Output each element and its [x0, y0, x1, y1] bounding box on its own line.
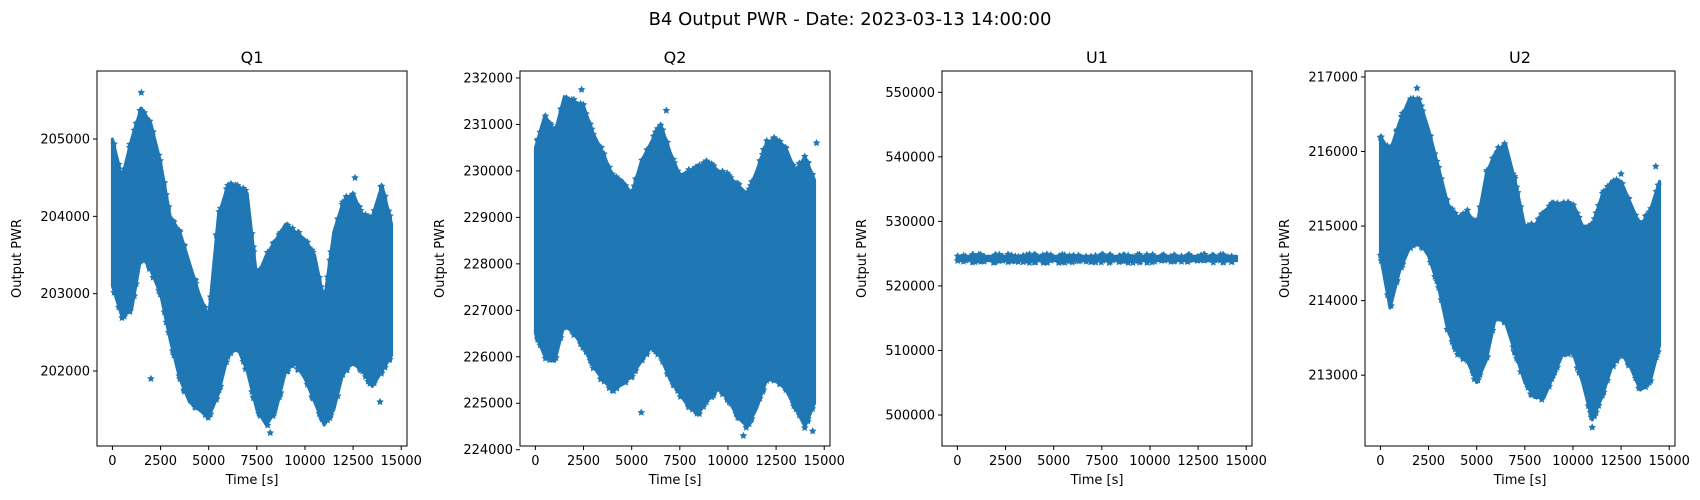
- x-tick-label: 0: [953, 454, 961, 469]
- x-tick-label: 12500: [332, 454, 373, 469]
- y-tick-label: 230000: [463, 164, 513, 179]
- data-point-outlier: [1588, 423, 1597, 431]
- data-point-outlier: [1413, 84, 1421, 92]
- data-point-outlier: [739, 431, 748, 440]
- data-point-outlier: [137, 88, 146, 96]
- y-tick-label: 224000: [463, 443, 513, 458]
- series-0: [110, 88, 394, 437]
- panel-title: Q1: [241, 48, 264, 67]
- series-0: [533, 85, 821, 440]
- x-tick-label: 0: [531, 454, 539, 469]
- y-tick-label: 214000: [1308, 294, 1358, 309]
- y-tick-label: 550000: [885, 86, 935, 101]
- y-axis-label: Output PWR: [1278, 219, 1293, 298]
- series-0: [1376, 84, 1663, 431]
- data-point-outlier: [147, 374, 155, 382]
- axes-frame: [519, 70, 831, 447]
- y-tick-label: 215000: [1308, 220, 1358, 235]
- y-tick-label: 205000: [40, 133, 90, 148]
- y-tick-label: 217000: [1308, 70, 1358, 85]
- y-axis-label: Output PWR: [433, 219, 448, 298]
- x-tick-label: 10000: [284, 454, 325, 469]
- y-tick-label: 226000: [463, 350, 513, 365]
- data-point: [800, 423, 809, 432]
- x-tick-label: 15000: [804, 454, 845, 469]
- data-point-outlier: [808, 427, 817, 435]
- x-tick-label: 7500: [240, 454, 273, 469]
- x-axis-label: Time [s]: [1070, 473, 1124, 488]
- figure-suptitle: B4 Output PWR - Date: 2023-03-13 14:00:0…: [649, 9, 1052, 30]
- x-axis-label: Time [s]: [648, 473, 702, 488]
- x-tick-label: 0: [108, 454, 116, 469]
- chart-panel-u2: U2 0 2500 5000 7500 10000 12500 15000 213000 2140…: [1278, 48, 1690, 488]
- y-tick-label: 203000: [40, 287, 90, 302]
- x-tick-label: 5000: [192, 454, 225, 469]
- data-point-outlier: [577, 85, 586, 93]
- x-tick-label: 2500: [567, 454, 600, 469]
- x-tick-label: 12500: [1600, 454, 1641, 469]
- chart-panel-u1: U1 0 2500 5000 7500 10000 12500 15000 500000 5100…: [855, 48, 1267, 488]
- axes-frame: [96, 70, 408, 447]
- data-point-outlier: [812, 139, 821, 147]
- panel-title: U2: [1509, 48, 1531, 67]
- y-tick-label: 540000: [885, 150, 935, 165]
- y-tick-label: 229000: [463, 211, 513, 226]
- x-tick-label: 15000: [1226, 454, 1267, 469]
- data-point-outlier: [266, 428, 275, 437]
- chart-panel-q2: Q2 0 2500 5000 7500 10000 12500 15000 224000 2250…: [433, 48, 845, 488]
- data-point-outlier: [1651, 162, 1660, 170]
- panel-title: U1: [1086, 48, 1108, 67]
- panel-title: Q2: [664, 48, 687, 67]
- x-axis-label: Time [s]: [1493, 473, 1547, 488]
- x-tick-label: 7500: [663, 454, 696, 469]
- x-tick-label: 5000: [1037, 454, 1070, 469]
- y-axis-label: Output PWR: [855, 219, 870, 298]
- chart-panel-q1: Q1 0 2500 5000 7500 10000 12500 15000 202000 2030…: [10, 48, 422, 488]
- y-tick-label: 232000: [463, 71, 513, 86]
- x-tick-label: 15000: [381, 454, 422, 469]
- x-tick-label: 12500: [1177, 454, 1218, 469]
- y-tick-label: 213000: [1308, 369, 1358, 384]
- y-tick-label: 231000: [463, 118, 513, 133]
- x-tick-label: 2500: [1412, 454, 1445, 469]
- data-point-outlier: [1617, 169, 1625, 178]
- x-tick-label: 7500: [1085, 454, 1118, 469]
- data-point-outlier: [662, 106, 671, 114]
- x-tick-label: 2500: [989, 454, 1022, 469]
- y-tick-label: 227000: [463, 304, 513, 319]
- x-tick-label: 5000: [1460, 454, 1493, 469]
- data-point-outlier: [376, 397, 384, 406]
- x-tick-label: 10000: [1552, 454, 1593, 469]
- axes-frame: [1364, 70, 1676, 447]
- x-axis-label: Time [s]: [225, 473, 279, 488]
- y-tick-label: 520000: [885, 279, 935, 294]
- x-tick-label: 2500: [144, 454, 177, 469]
- x-tick-label: 15000: [1649, 454, 1690, 469]
- x-tick-label: 10000: [707, 454, 748, 469]
- y-tick-label: 510000: [885, 344, 935, 359]
- axes-frame: [941, 70, 1253, 447]
- y-tick-label: 225000: [463, 397, 513, 412]
- y-tick-label: 500000: [885, 409, 935, 424]
- x-tick-label: 10000: [1129, 454, 1170, 469]
- y-tick-label: 228000: [463, 257, 513, 272]
- y-axis-label: Output PWR: [10, 219, 25, 298]
- y-tick-label: 202000: [40, 365, 90, 380]
- x-tick-label: 7500: [1508, 454, 1541, 469]
- x-tick-label: 5000: [615, 454, 648, 469]
- y-tick-label: 530000: [885, 215, 935, 230]
- x-tick-label: 0: [1376, 454, 1384, 469]
- data-point-outlier: [351, 173, 359, 181]
- data-point-outlier: [637, 408, 646, 416]
- series-0: [953, 250, 1239, 267]
- y-tick-label: 204000: [40, 210, 90, 225]
- y-tick-label: 216000: [1308, 145, 1358, 160]
- x-tick-label: 12500: [755, 454, 796, 469]
